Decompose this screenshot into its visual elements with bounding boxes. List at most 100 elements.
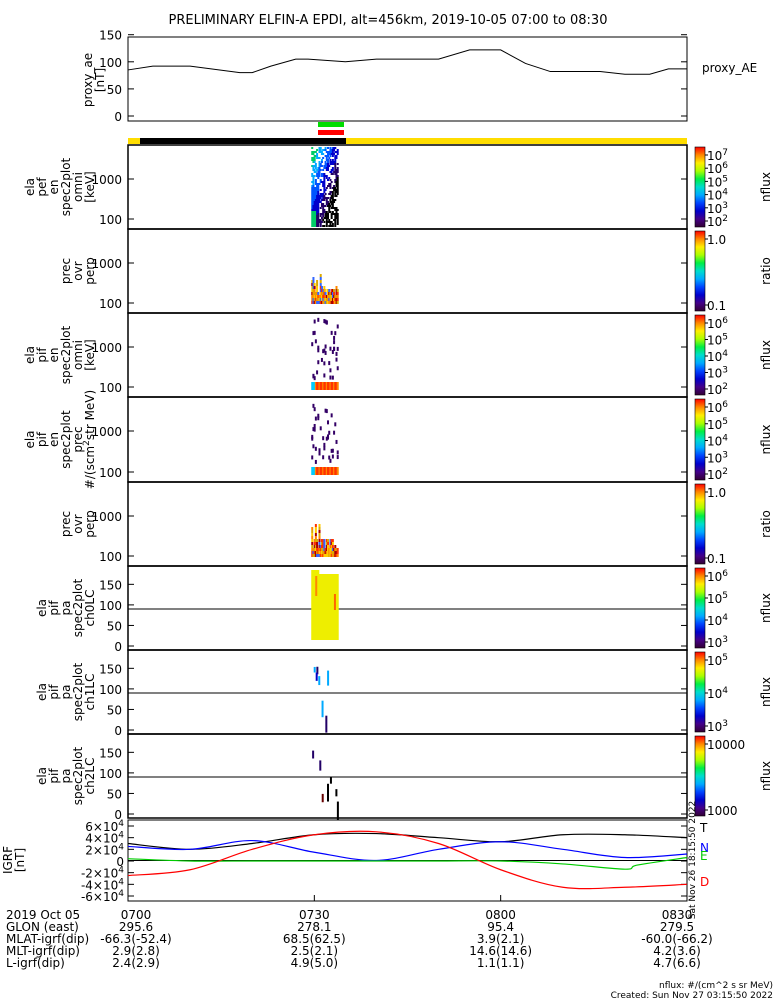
panel-ylabel: ela bbox=[23, 178, 37, 196]
time-cell-mlt: 4.2(3.6) bbox=[653, 944, 701, 958]
panel-ylabel: pa bbox=[59, 685, 73, 700]
colorbar-label: nflux bbox=[759, 677, 773, 707]
colorbar-label: nflux bbox=[759, 172, 773, 202]
panel-ylabel: en bbox=[47, 432, 61, 447]
spectrogram-cells bbox=[312, 750, 339, 821]
spectrogram-cells bbox=[311, 317, 339, 390]
colorbar-tick: 103 bbox=[707, 635, 728, 650]
time-cell-mlat: -66.3(-52.4) bbox=[100, 932, 171, 946]
igrf-tick: 0 bbox=[116, 855, 124, 869]
panel-ylabel: pif bbox=[47, 768, 61, 784]
y-tick: 150 bbox=[99, 746, 122, 760]
colorbar bbox=[694, 314, 706, 396]
igrf-line-N bbox=[127, 839, 688, 862]
colorbar-label: nflux bbox=[759, 425, 773, 455]
spectrogram-cells bbox=[311, 403, 339, 475]
created-stamp: Created: Sun Nov 27 03:15:50 2022 bbox=[611, 991, 773, 1000]
igrf-line-E bbox=[127, 856, 688, 870]
spectrogram-cells bbox=[311, 147, 339, 227]
igrf-tick: 6×104 bbox=[85, 819, 124, 834]
panel-proxy-ae: 0 50 100 150 proxy_AE proxy_ae [nT] bbox=[81, 29, 757, 124]
time-cell-time: 0800 bbox=[485, 908, 516, 922]
status-red-bar bbox=[318, 130, 344, 135]
igrf-tick: -2×104 bbox=[81, 866, 124, 881]
igrf-legend-e: E bbox=[700, 849, 708, 863]
y-tick: 100 bbox=[99, 683, 122, 697]
time-cell-mlt: 14.6(14.6) bbox=[469, 944, 532, 958]
colorbar-tick: 105 bbox=[707, 653, 728, 668]
colorbar-tick: 102 bbox=[707, 214, 728, 229]
panel-ylabel: prec bbox=[59, 258, 73, 284]
time-row-label: L-igrf(dip) bbox=[6, 956, 65, 970]
y-tick: 0 bbox=[114, 640, 122, 654]
y-tick: 1000 bbox=[91, 173, 122, 187]
y-tick: 1000 bbox=[91, 341, 122, 355]
colorbar-tick: 104 bbox=[707, 188, 728, 203]
panel-ylabel: omni bbox=[71, 340, 85, 370]
colorbar-tick: 104 bbox=[707, 434, 728, 449]
panel-ylabel: ela bbox=[35, 683, 49, 701]
time-cell-glon: 279.5 bbox=[660, 920, 694, 934]
time-cell-mlt: 2.9(2.8) bbox=[112, 944, 160, 958]
y-tick: 0 bbox=[114, 724, 122, 738]
proxy-ae-tick: 50 bbox=[107, 83, 122, 97]
svg-text:proxy_ae: proxy_ae bbox=[81, 53, 95, 107]
panel-ylabel: ch2LC bbox=[83, 758, 97, 795]
panel-ylabel: spec2plot bbox=[71, 746, 85, 805]
colorbar bbox=[694, 230, 706, 312]
colorbar-tick: 105 bbox=[707, 591, 728, 606]
proxy-ae-tick: 0 bbox=[114, 110, 122, 124]
y-tick: 50 bbox=[107, 787, 122, 801]
colorbar-tick: 105 bbox=[707, 174, 728, 189]
time-cell-mlat: 68.5(62.5) bbox=[283, 932, 346, 946]
igrf-legend-d: D bbox=[700, 875, 709, 889]
time-cell-l: 4.9(5.0) bbox=[291, 956, 339, 970]
colorbar bbox=[694, 735, 706, 817]
y-tick: 100 bbox=[99, 550, 122, 564]
colorbar-label: nflux bbox=[759, 593, 773, 623]
proxy-ae-tick: 150 bbox=[99, 29, 122, 43]
colorbar-label: nflux bbox=[759, 340, 773, 370]
panel-ylabel: perp bbox=[83, 257, 97, 285]
y-tick: 1000 bbox=[91, 257, 122, 271]
spectrogram-cells bbox=[311, 524, 339, 557]
colorbar-tick: 103 bbox=[707, 201, 728, 216]
svg-text:[nT]: [nT] bbox=[93, 68, 107, 92]
y-tick: 150 bbox=[99, 578, 122, 592]
panel-ylabel: ela bbox=[35, 767, 49, 785]
colorbar-label: ratio bbox=[759, 510, 773, 538]
y-tick: 50 bbox=[107, 703, 122, 717]
proxy-ae-line bbox=[127, 49, 687, 75]
time-cell-glon: 278.1 bbox=[297, 920, 331, 934]
colorbar-label: ratio bbox=[759, 257, 773, 285]
panel-ylabel: ch1LC bbox=[83, 674, 97, 711]
colorbar-tick: 104 bbox=[707, 613, 728, 628]
igrf-tick: -6×104 bbox=[81, 889, 124, 904]
panel-ylabel: [keV] bbox=[83, 171, 97, 202]
panel-ylabel: ela bbox=[23, 346, 37, 364]
panel-ylabel: omni bbox=[71, 172, 85, 202]
colorbar-tick: 106 bbox=[707, 400, 728, 415]
time-cell-glon: 95.4 bbox=[487, 920, 514, 934]
render-stamp: Sat Nov 26 18:15:50 2022 bbox=[688, 801, 698, 920]
colorbar-tick: 105 bbox=[707, 333, 728, 348]
panel-ylabel: spec2plot bbox=[59, 325, 73, 384]
y-tick: 150 bbox=[99, 662, 122, 676]
igrf-legend-t: T bbox=[699, 821, 708, 835]
panel-ylabel: spec2plot bbox=[59, 157, 73, 216]
time-row-label: GLON (east) bbox=[6, 920, 79, 934]
panel-ylabel: spec2plot bbox=[71, 662, 85, 721]
colorbar bbox=[694, 146, 706, 228]
colorbar-label: nflux bbox=[759, 761, 773, 791]
time-cell-l: 2.4(2.9) bbox=[112, 956, 160, 970]
colorbar-tick: 104 bbox=[707, 349, 728, 364]
time-cell-l: 4.7(6.6) bbox=[653, 956, 701, 970]
igrf-tick: 2×104 bbox=[85, 842, 124, 857]
y-tick: 100 bbox=[99, 381, 122, 395]
